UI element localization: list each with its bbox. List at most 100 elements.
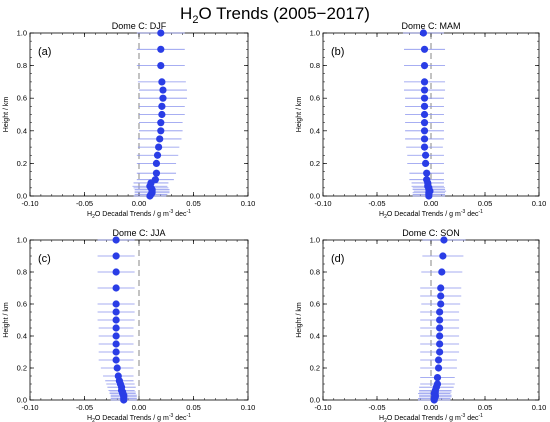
data-point <box>420 94 429 102</box>
x-axis-label-part: dec <box>465 211 479 218</box>
x-tick-label: 0.10 <box>532 403 547 412</box>
data-point <box>157 62 165 70</box>
data-point <box>439 252 447 260</box>
x-axis-label-part: H <box>87 211 92 218</box>
y-axis-label: Height / km <box>3 97 10 133</box>
data-point <box>151 176 159 184</box>
data-point <box>440 236 448 244</box>
x-axis-label: H2O Decadal Trends / g m-3 dec-1 <box>379 413 483 422</box>
data-point <box>158 78 166 86</box>
x-tick-label: -0.10 <box>314 403 331 412</box>
data-point <box>437 300 445 308</box>
x-axis-label-part: 2 <box>384 418 387 422</box>
x-tick-label: -0.05 <box>76 403 93 412</box>
data-point <box>157 29 165 37</box>
data-point <box>436 332 444 340</box>
x-axis-label-part: 2 <box>384 214 387 220</box>
data-point <box>158 102 166 110</box>
x-axis-label-part: 2 <box>92 418 95 422</box>
y-tick-label: 0.8 <box>310 61 320 70</box>
data-point <box>159 94 167 102</box>
data-point <box>112 340 120 348</box>
x-tick-label: 0.05 <box>478 199 493 208</box>
x-tick-label: 0.10 <box>241 199 256 208</box>
data-point <box>112 284 120 292</box>
panel-label: (d) <box>331 253 344 265</box>
data-point <box>420 45 429 53</box>
data-point <box>112 332 120 340</box>
y-tick-label: 0.6 <box>310 300 320 309</box>
x-tick-label: 0.00 <box>132 403 147 412</box>
data-point <box>112 308 120 316</box>
x-tick-label: -0.05 <box>368 199 385 208</box>
y-tick-label: 1.0 <box>310 29 320 38</box>
panel-label: (a) <box>38 46 51 58</box>
x-tick-label: -0.05 <box>368 403 385 412</box>
y-tick-label: 1.0 <box>310 236 320 245</box>
data-point <box>113 364 121 372</box>
y-axis-label: Height / km <box>3 302 10 338</box>
y-tick-label: 0.4 <box>310 126 320 135</box>
y-tick-label: 0.8 <box>17 61 27 70</box>
data-point <box>152 169 161 177</box>
y-tick-label: 0.8 <box>17 268 27 277</box>
y-tick-label: 0.6 <box>17 300 27 309</box>
y-tick-label: 0.0 <box>310 396 320 405</box>
panel-0: Dome C: DJF -0.10 -0.05 0.00 0.05 0.10 0.0 0.2 0… <box>3 21 255 220</box>
panel-title: Dome C: MAM <box>401 21 460 31</box>
x-axis-label-part: -1 <box>479 209 484 215</box>
x-axis-label: H2O Decadal Trends / g m-3 dec-1 <box>87 413 191 422</box>
y-tick-label: 0.0 <box>310 192 320 201</box>
x-tick-label: -0.10 <box>314 199 331 208</box>
panel-1: Dome C: MAM -0.10 -0.05 0.00 0.05 0.10 0.0 0.2 0… <box>296 21 546 220</box>
data-point <box>156 135 164 143</box>
data-point <box>157 127 165 135</box>
data-point <box>423 169 431 177</box>
data-point <box>436 348 444 356</box>
panel-2: Dome C: JJA -0.10 -0.05 0.00 0.05 0.10 0.0 0.2 0… <box>3 228 255 422</box>
data-point <box>112 252 120 260</box>
data-point <box>112 268 120 276</box>
y-tick-label: 0.2 <box>17 159 27 168</box>
data-point <box>112 316 120 324</box>
data-point <box>420 78 429 86</box>
data-point <box>420 143 429 151</box>
data-point <box>420 110 429 119</box>
x-tick-label: 0.10 <box>532 199 547 208</box>
data-point <box>434 356 443 364</box>
data-point <box>112 356 120 364</box>
x-axis-label-part: 2 <box>92 214 95 220</box>
data-point <box>436 308 444 316</box>
panel-title: Dome C: DJF <box>112 21 167 31</box>
x-axis-label-part: -1 <box>479 413 484 419</box>
figure-title: H2O Trends (2005−2017) <box>180 4 370 26</box>
data-point <box>422 151 430 159</box>
x-axis-label-part: -3 <box>169 413 174 419</box>
data-point <box>420 62 429 70</box>
x-axis-label-part: H <box>87 415 92 422</box>
y-axis-label: Height / km <box>296 302 303 338</box>
x-tick-label: 0.05 <box>478 403 493 412</box>
y-axis-label: Height / km <box>296 97 303 133</box>
y-tick-label: 0.2 <box>310 364 320 373</box>
data-point <box>420 127 429 135</box>
data-point <box>438 268 446 276</box>
data-point <box>112 300 120 308</box>
x-tick-label: 0.05 <box>186 403 201 412</box>
data-point <box>422 159 430 167</box>
x-axis-label-part: O Decadal Trends / g m <box>95 415 169 422</box>
x-axis-label-part: O Decadal Trends / g m <box>387 415 461 422</box>
x-axis-label: H2O Decadal Trends / g m-3 dec-1 <box>379 209 483 220</box>
x-axis-label-part: -1 <box>187 209 192 215</box>
y-tick-label: 0.0 <box>17 396 27 405</box>
data-point <box>152 159 161 167</box>
data-point <box>157 119 165 127</box>
data-point <box>433 374 442 382</box>
data-point <box>436 316 444 324</box>
panel-3: Dome C: SON -0.10 -0.05 0.00 0.05 0.10 0.0 0.2 0… <box>296 228 546 422</box>
data-point <box>153 151 162 159</box>
panel-title: Dome C: JJA <box>112 228 165 238</box>
data-point <box>436 324 444 332</box>
y-tick-label: 0.6 <box>17 94 27 103</box>
x-axis-label-part: H <box>379 415 384 422</box>
